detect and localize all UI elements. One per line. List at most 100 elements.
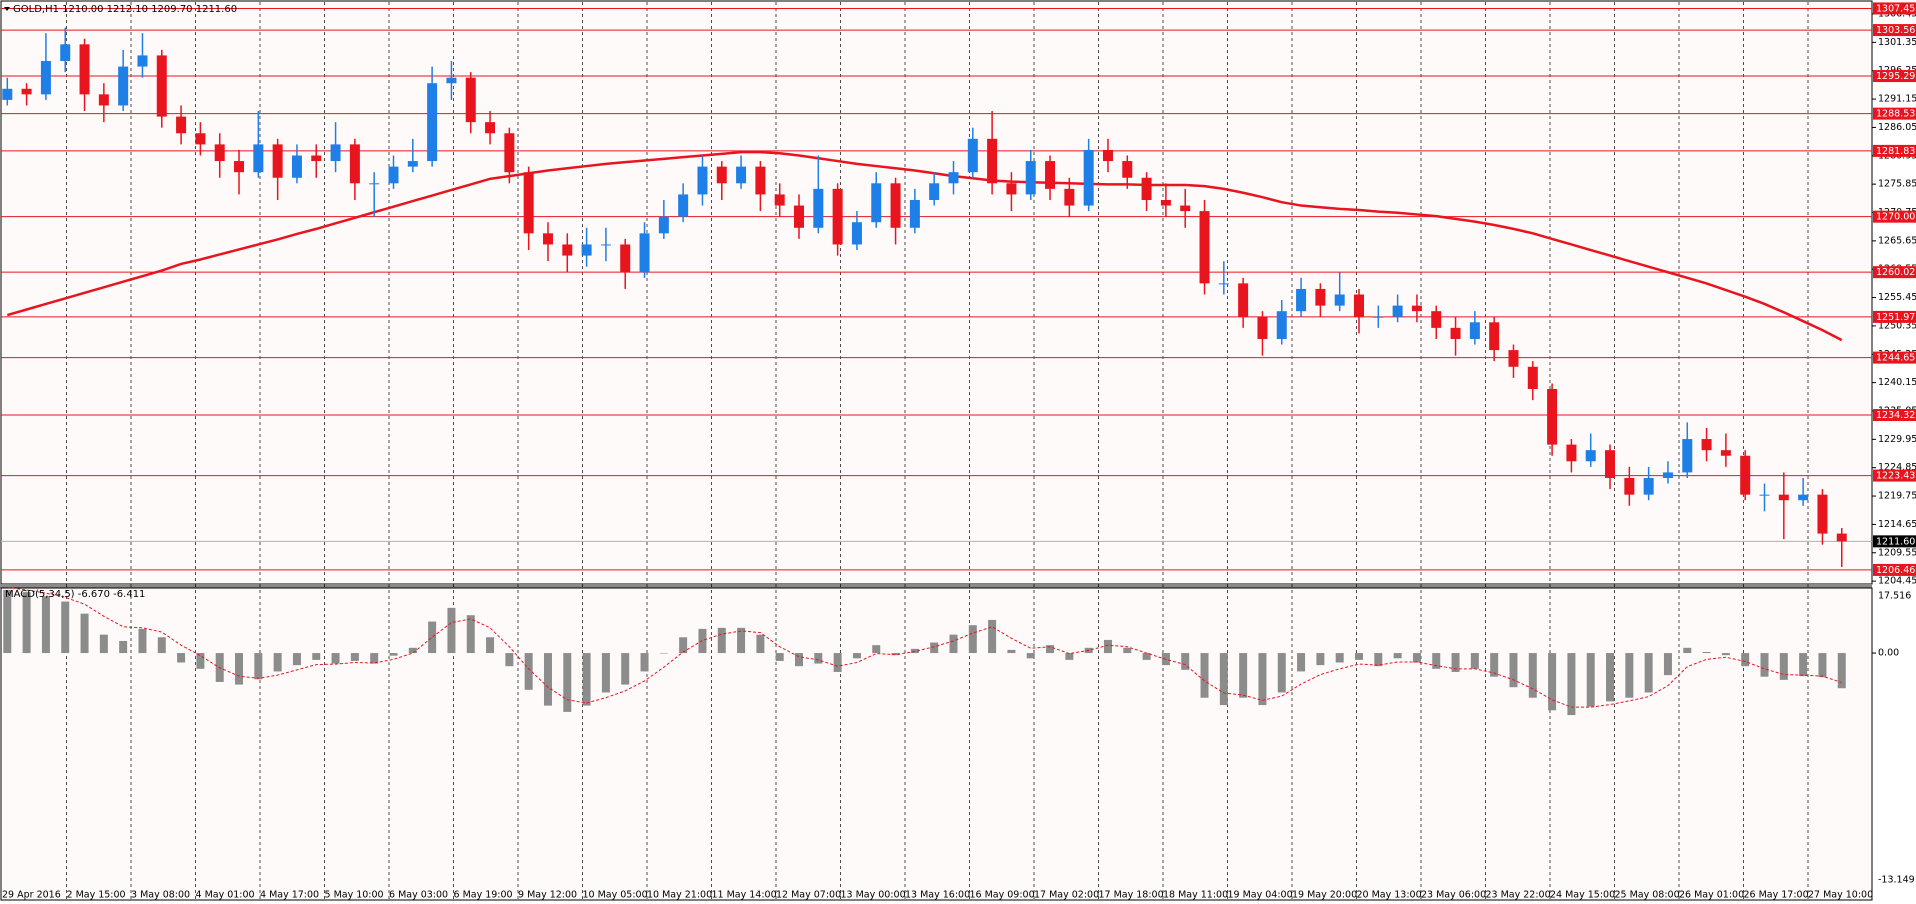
candle-body	[1025, 161, 1036, 195]
candle-body	[1450, 327, 1461, 339]
candle-body	[234, 161, 245, 173]
candle-body	[446, 77, 457, 84]
macd-bar	[872, 645, 881, 654]
level-label-box	[1873, 70, 1916, 83]
x-tick-label: 10 May 21:00	[647, 890, 712, 901]
candle-body	[890, 183, 901, 228]
candle-body	[851, 222, 862, 245]
macd-bar	[447, 607, 456, 654]
macd-bar	[235, 653, 244, 685]
candle-body	[118, 66, 129, 106]
x-tick-label: 24 May 15:00	[1550, 890, 1615, 901]
y-tick-label: 1286.05	[1878, 122, 1916, 133]
x-tick-label: 11 May 14:00	[712, 890, 777, 901]
macd-bar	[679, 637, 688, 654]
y-tick-label: 1204.45	[1878, 576, 1916, 587]
macd-bar	[833, 653, 842, 672]
candle-body	[1296, 288, 1307, 312]
candle-body	[291, 155, 302, 178]
macd-bar	[891, 653, 900, 656]
y-tick-label: 1255.45	[1878, 292, 1916, 303]
x-tick-label: 29 Apr 2016	[2, 890, 61, 901]
macd-bar	[157, 637, 166, 654]
macd-bar	[1683, 647, 1692, 654]
macd-bar	[1277, 653, 1286, 693]
x-tick-label: 19 May 04:00	[1228, 890, 1293, 901]
candle-body	[40, 60, 51, 95]
candle-body	[369, 183, 380, 185]
candle-body	[1045, 161, 1056, 189]
level-label: 1244.65	[1876, 353, 1915, 364]
macd-bar	[949, 634, 958, 654]
macd-bar	[1026, 653, 1035, 659]
x-tick-label: 5 May 10:00	[325, 890, 384, 901]
x-tick-label: 19 May 20:00	[1292, 890, 1357, 901]
candle-body	[504, 133, 515, 173]
candle-body	[948, 172, 959, 184]
macd-bar	[814, 653, 823, 664]
y-tick-label: 1219.75	[1878, 491, 1916, 502]
level-label: 1234.32	[1876, 410, 1915, 421]
candle-body	[716, 166, 727, 184]
price-panel	[0, 0, 1873, 585]
candle-body	[1160, 199, 1171, 206]
macd-panel	[0, 587, 1873, 901]
macd-bar	[1316, 653, 1325, 666]
macd-bar	[408, 647, 417, 654]
macd-bar	[254, 653, 263, 680]
x-tick-label: 10 May 05:00	[583, 890, 648, 901]
candle-body	[1585, 450, 1596, 462]
macd-bar	[1799, 653, 1808, 677]
candle-body	[1605, 450, 1616, 478]
level-label: 1270.00	[1876, 212, 1915, 223]
x-tick-label: 16 May 09:00	[970, 890, 1035, 901]
y-tick-label: 1209.55	[1878, 547, 1916, 558]
candle-body	[871, 183, 882, 223]
x-tick-label: 4 May 17:00	[260, 890, 319, 901]
candle-body	[967, 138, 978, 173]
macd-bar	[1509, 653, 1518, 688]
level-label-box	[1873, 409, 1916, 422]
y-tick-label: 1291.15	[1878, 94, 1916, 105]
candle-body	[697, 166, 708, 195]
macd-bar	[1741, 653, 1750, 667]
level-label: 1307.45	[1876, 3, 1915, 14]
x-tick-label: 23 May 06:00	[1421, 890, 1486, 901]
macd-bar	[1779, 653, 1788, 680]
candle-body	[349, 144, 360, 184]
macd-bar	[1200, 653, 1209, 698]
candle-body	[909, 199, 920, 228]
panel-separator	[0, 584, 1872, 588]
macd-bar	[1586, 653, 1595, 707]
candle-body	[987, 138, 998, 184]
candle-body	[929, 183, 940, 200]
candle-body	[137, 55, 148, 67]
macd-bar	[350, 653, 359, 661]
candle-body	[1354, 294, 1364, 317]
y-tick-label: 1214.65	[1878, 519, 1916, 530]
candle-body	[427, 83, 438, 162]
macd-bar	[177, 653, 186, 663]
macd-bar	[659, 653, 668, 654]
dropdown-icon	[4, 7, 10, 11]
candle-body	[1006, 183, 1017, 195]
x-tick-label: 17 May 18:00	[1099, 890, 1164, 901]
macd-bar	[119, 640, 128, 654]
candle-body	[1373, 316, 1384, 318]
candle-body	[1064, 188, 1075, 206]
candle-body	[1102, 149, 1113, 162]
macd-bar	[1142, 653, 1151, 660]
candle-body	[1759, 494, 1770, 496]
macd-bar	[22, 592, 31, 654]
x-tick-label: 26 May 01:00	[1679, 890, 1744, 901]
x-tick-label: 6 May 03:00	[389, 890, 448, 901]
last-price-box	[1873, 535, 1916, 548]
level-label: 1295.29	[1876, 71, 1915, 82]
x-tick-label: 18 May 11:00	[1163, 890, 1228, 901]
signal-line	[7, 586, 1842, 708]
macd-bar	[1490, 653, 1499, 677]
candle-body	[388, 166, 399, 184]
macd-bar	[968, 625, 977, 654]
last-price-label: 1211.60	[1876, 536, 1915, 547]
